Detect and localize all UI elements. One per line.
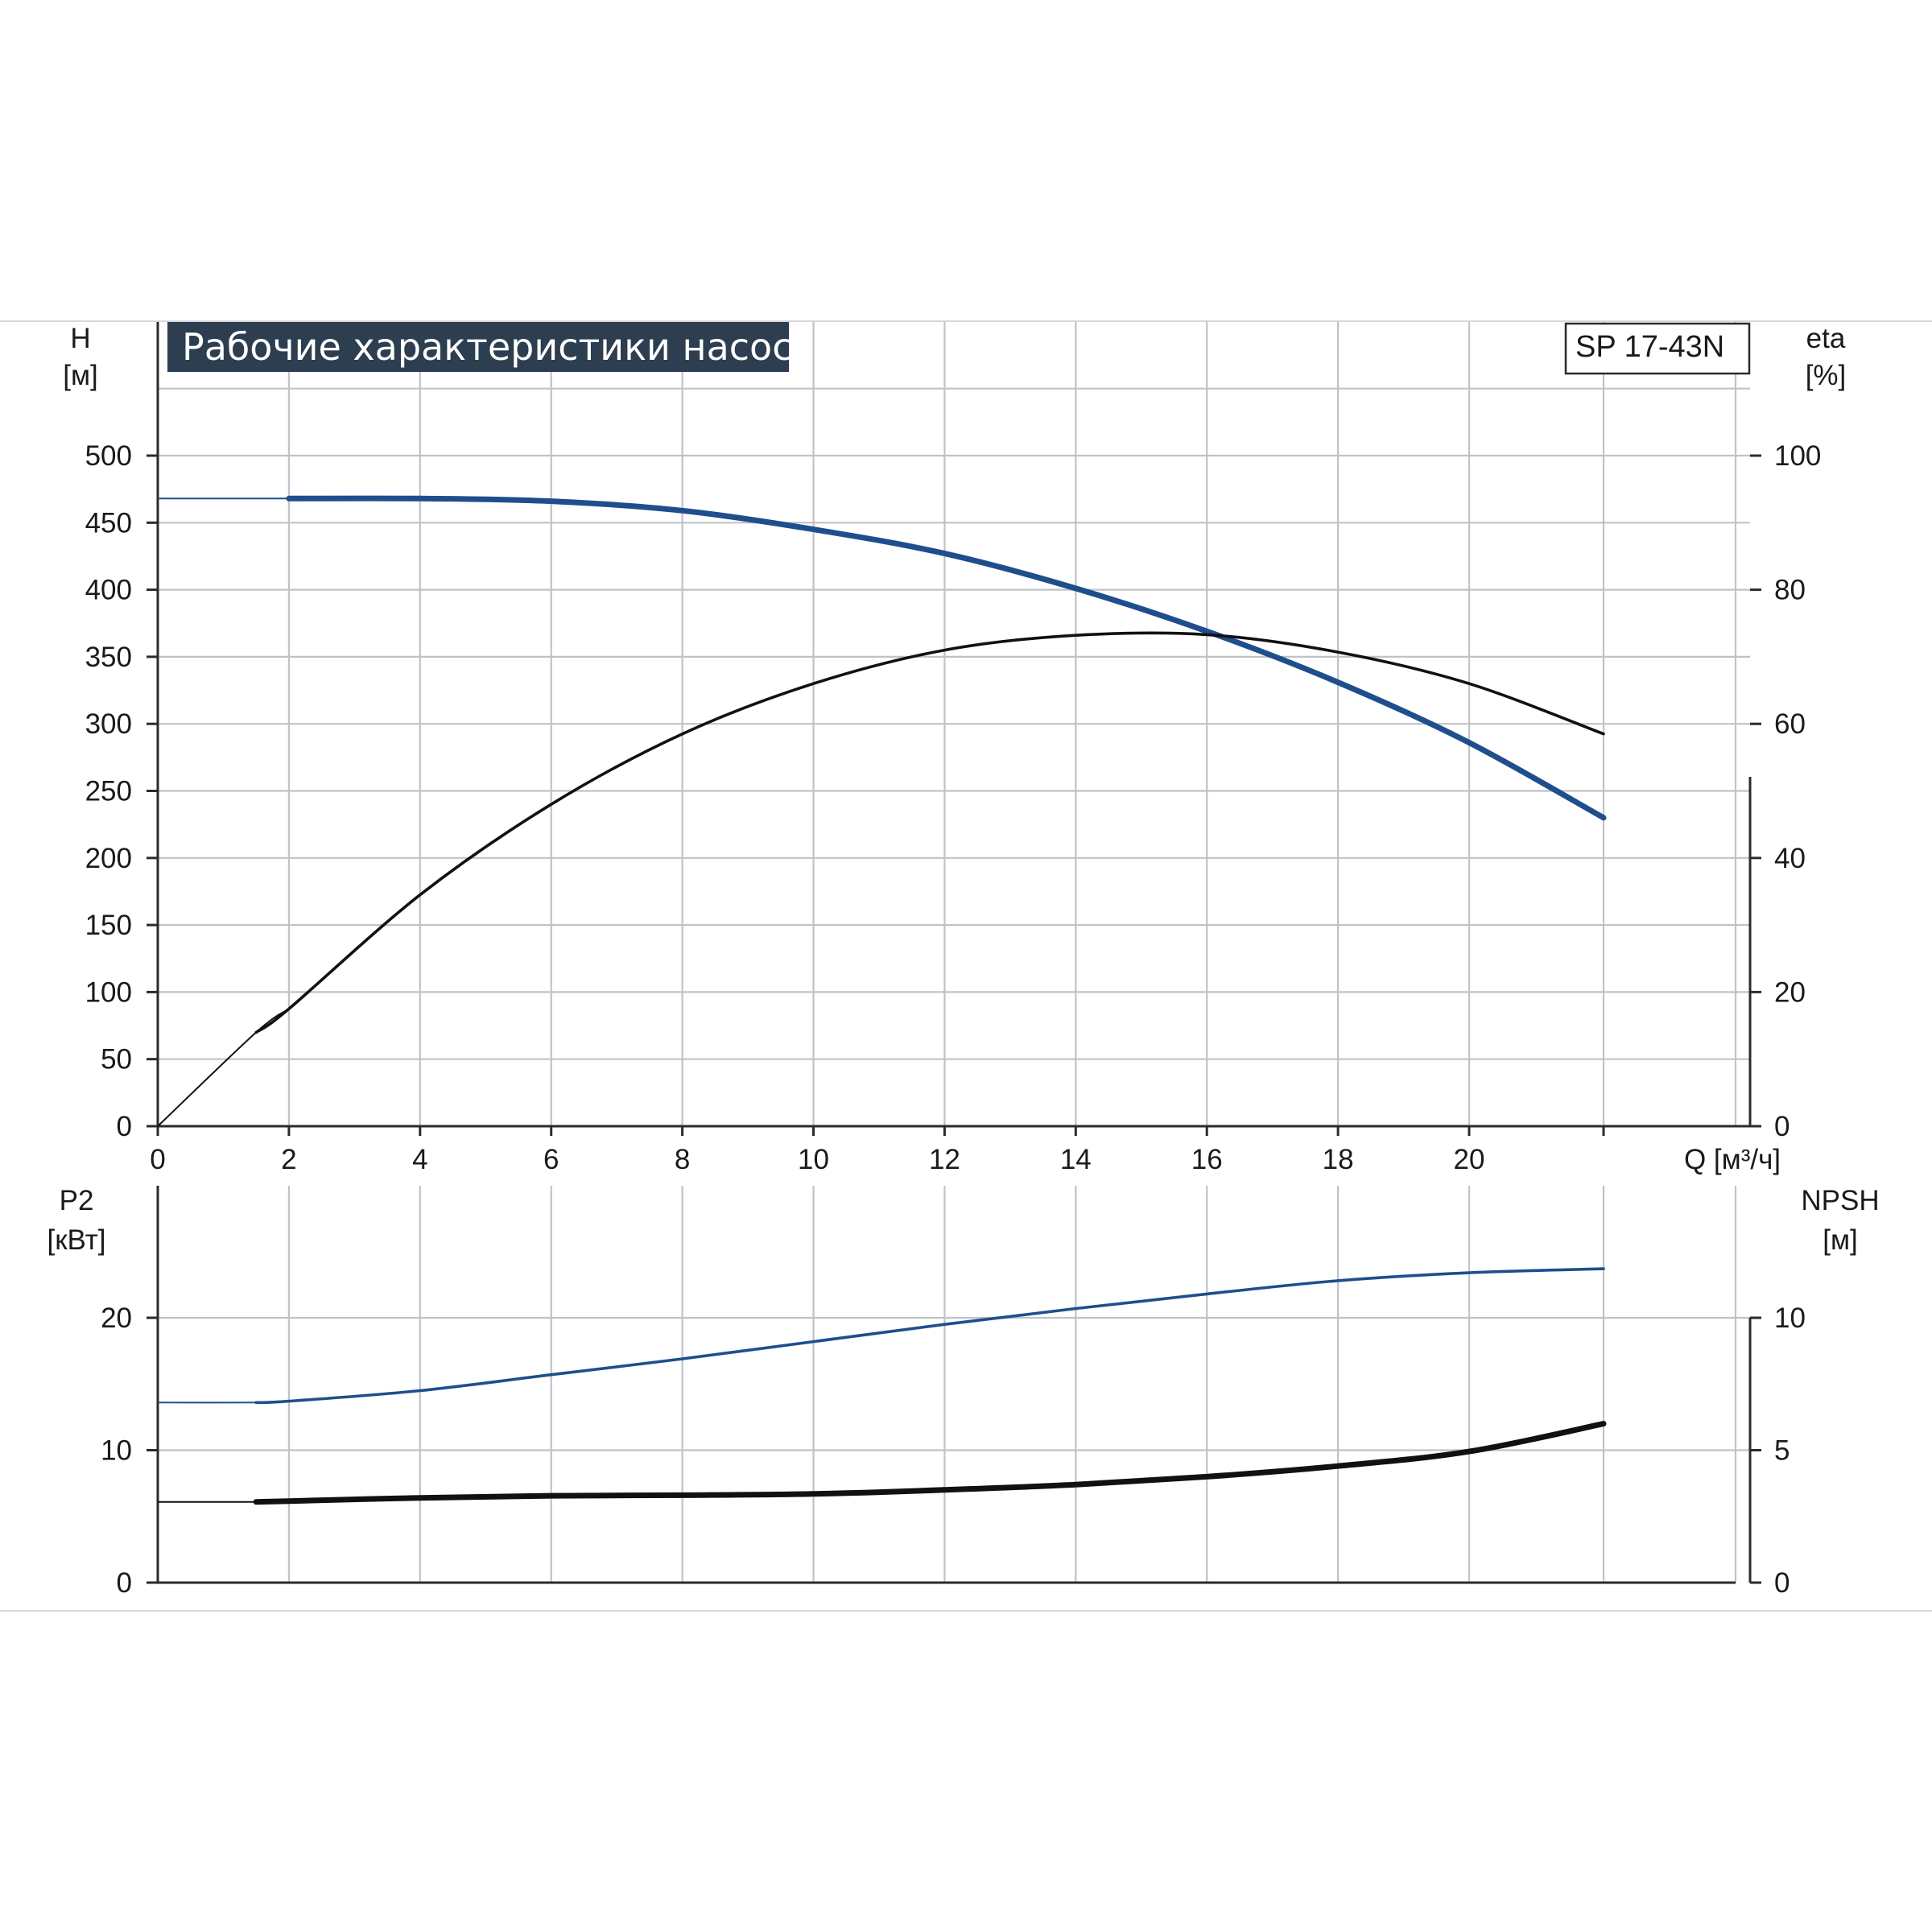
y-tick-label-left-top: 300: [85, 708, 132, 740]
x-tick-label: 0: [150, 1144, 165, 1175]
x-tick-label: 4: [412, 1144, 427, 1175]
y-tick-label-left-bottom: 0: [117, 1567, 132, 1599]
y-right-top-label-1: eta: [1806, 323, 1846, 354]
y-tick-label-right-bottom: 5: [1774, 1435, 1790, 1467]
grid-top: [158, 322, 1750, 1126]
x-tick-label: 14: [1060, 1144, 1092, 1175]
efficiency-curve: [254, 631, 1605, 1034]
y-tick-label-left-top: 450: [85, 507, 132, 539]
y-left-bottom-label-2: [кВт]: [47, 1224, 106, 1256]
y-tick-label-left-top: 100: [85, 976, 132, 1008]
chart-title: Рабочие характеристики насоса: [182, 325, 815, 369]
y-tick-label-right-top: 40: [1774, 843, 1806, 874]
x-tick-label: 20: [1454, 1144, 1485, 1175]
y-left-top-label-2: [м]: [63, 360, 98, 391]
x-tick-label: 18: [1323, 1144, 1354, 1175]
y-tick-label-left-top: 200: [85, 843, 132, 874]
npsh-curve: [253, 1421, 1607, 1505]
y-left-bottom-label-1: P2: [60, 1185, 94, 1216]
efficiency-curve-leadin: [157, 1008, 290, 1127]
x-tick-label: 2: [281, 1144, 296, 1175]
x-tick-label: 8: [675, 1144, 690, 1175]
y-tick-label-left-top: 250: [85, 776, 132, 807]
y-left-top-label-1: H: [70, 323, 90, 354]
y-tick-label-right-top: 20: [1774, 976, 1806, 1008]
y-tick-label-right-bottom: 10: [1774, 1302, 1806, 1334]
y-tick-label-right-top: 60: [1774, 708, 1806, 740]
x-tick-label: 16: [1191, 1144, 1223, 1175]
tick-labels: 0 2 4 6 8 10 12 14 16 18 2005010015020025030035040…: [85, 440, 1822, 1599]
curves: [157, 495, 1607, 1505]
y-tick-label-left-top: 50: [101, 1044, 132, 1075]
x-tick-label: 10: [798, 1144, 829, 1175]
y-right-bottom-label-1: NPSH: [1801, 1185, 1879, 1216]
x-axis-label: Q [м³/ч]: [1684, 1144, 1781, 1175]
y-tick-label-left-top: 400: [85, 575, 132, 606]
head-curve: [286, 495, 1607, 821]
y-tick-label-right-top: 100: [1774, 440, 1821, 472]
grid-bottom: [158, 1186, 1750, 1583]
x-tick-label: 6: [543, 1144, 559, 1175]
y-tick-label-left-bottom: 20: [101, 1302, 132, 1334]
y-tick-label-right-top: 80: [1774, 575, 1806, 606]
y-tick-label-left-top: 0: [117, 1111, 132, 1142]
model-label: SP 17-43N: [1575, 330, 1724, 364]
y-tick-label-right-top: 0: [1774, 1111, 1790, 1142]
y-tick-label-left-top: 350: [85, 642, 132, 673]
x-tick-label: 12: [929, 1144, 960, 1175]
model-box: [1564, 322, 1751, 375]
y-tick-label-left-top: 500: [85, 440, 132, 472]
y-tick-label-left-bottom: 10: [101, 1435, 132, 1467]
y-right-top-label-2: [%]: [1806, 360, 1847, 391]
title-box: [167, 322, 789, 372]
y-tick-label-right-bottom: 0: [1774, 1567, 1790, 1599]
y-right-bottom-label-2: [м]: [1823, 1224, 1858, 1256]
y-tick-label-left-top: 150: [85, 910, 132, 941]
power-curve: [254, 1267, 1605, 1405]
